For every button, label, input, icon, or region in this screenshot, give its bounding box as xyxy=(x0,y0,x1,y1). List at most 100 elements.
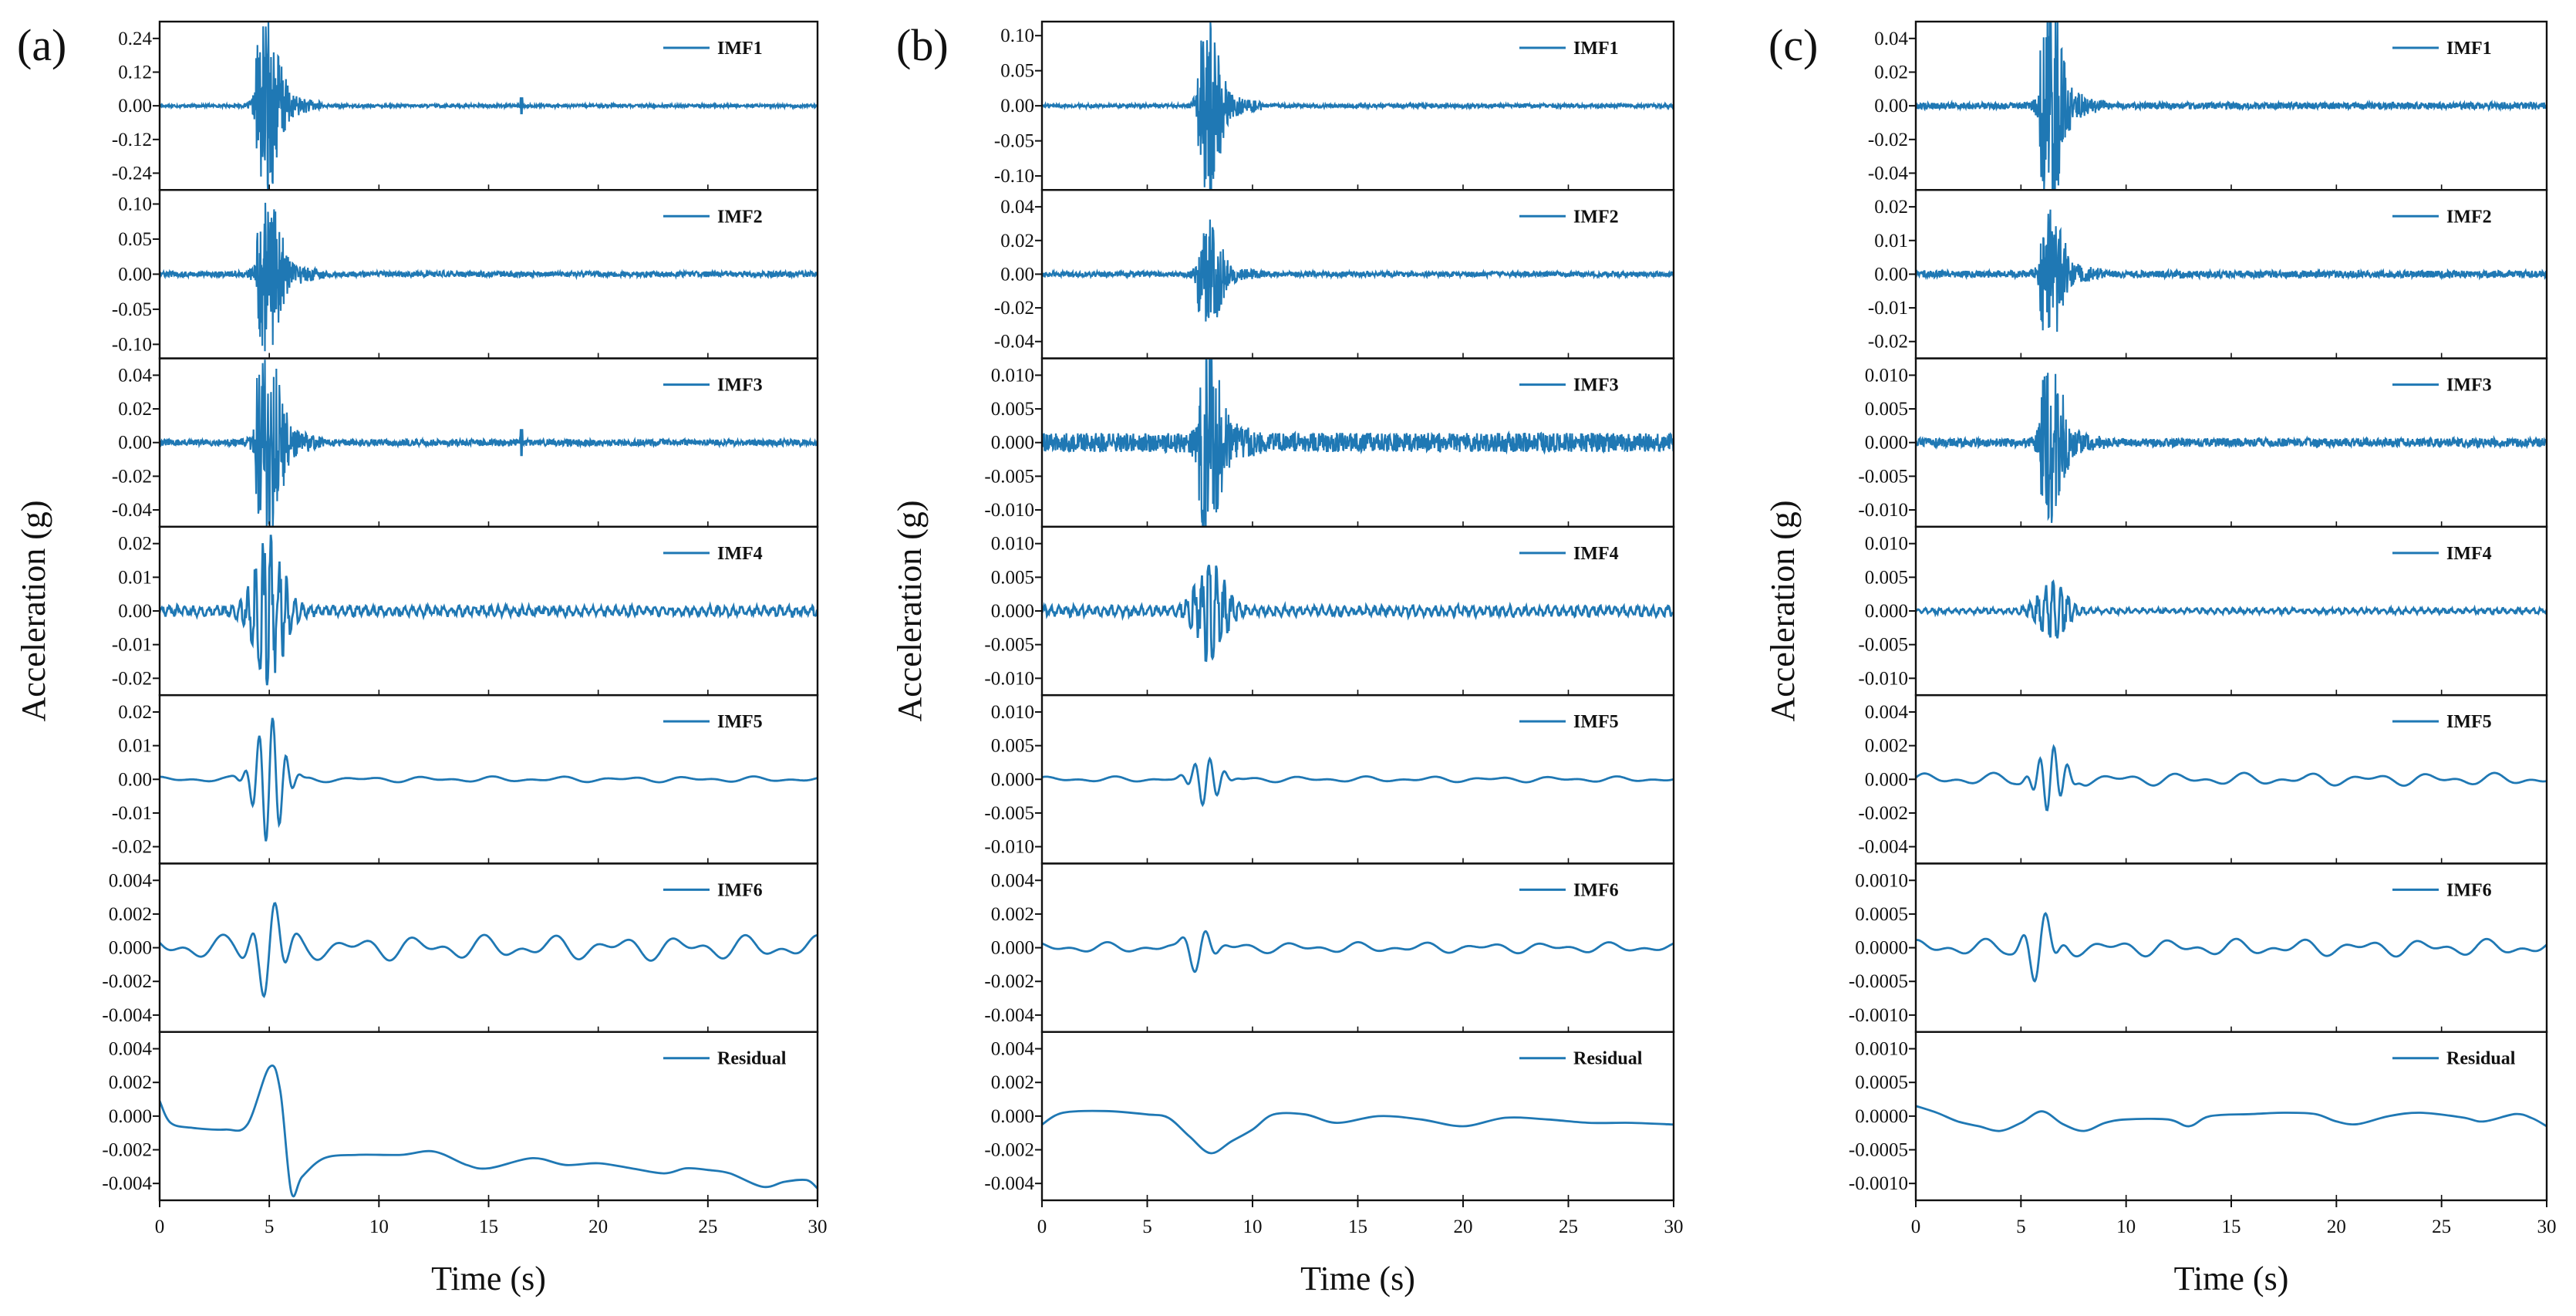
y-tick-label: 0.000 xyxy=(991,601,1034,622)
legend-label: IMF5 xyxy=(1573,712,1619,732)
y-tick-label: -0.004 xyxy=(984,1173,1034,1194)
legend-label: Residual xyxy=(717,1049,787,1069)
y-tick-label: -0.002 xyxy=(102,1140,152,1161)
series-line-imf1 xyxy=(160,22,818,191)
y-tick-label: 0.010 xyxy=(991,365,1034,386)
y-tick-label: -0.12 xyxy=(112,130,152,150)
x-tick-label: 25 xyxy=(698,1216,717,1237)
y-tick-label: -0.02 xyxy=(112,668,152,689)
legend-label: IMF2 xyxy=(717,207,763,227)
subplot-imf5: 0.004 0.002 0.000 -0.002 -0.004 IMF5 xyxy=(1858,693,2548,865)
subplot-imf3: 0.010 0.005 0.000 -0.005 -0.010 IMF3 xyxy=(1858,357,2548,528)
subplot-residual: 0.004 0.002 0.000 -0.002 -0.004 Residual xyxy=(102,1031,819,1202)
x-tick-label: 10 xyxy=(1243,1216,1263,1237)
subplot-imf1: 0.10 0.05 0.00 -0.05 -0.10 IMF1 xyxy=(994,20,1675,191)
series-line-imf2 xyxy=(1042,219,1674,322)
x-tick-label: 5 xyxy=(265,1216,275,1237)
series-line-imf6 xyxy=(1042,930,1674,974)
legend-label: IMF4 xyxy=(1573,544,1619,564)
y-tick-label: 0.00 xyxy=(118,769,152,790)
y-tick-label: -0.005 xyxy=(1858,466,1908,487)
y-tick-label: 0.0000 xyxy=(1855,1106,1908,1127)
y-tick-label: -0.002 xyxy=(984,1140,1034,1161)
y-tick-label: 0.000 xyxy=(109,938,152,959)
series-line-residual xyxy=(1042,1109,1674,1155)
series-line-imf2 xyxy=(1916,209,2547,332)
subplot-imf6: 0.0010 0.0005 0.0000 -0.0005 -0.0010 IMF6 xyxy=(1849,862,2548,1033)
subplot-imf5: 0.02 0.01 0.00 -0.01 -0.02 IMF5 xyxy=(112,693,819,865)
y-tick-label: 0.00 xyxy=(118,433,152,454)
y-tick-label: -0.04 xyxy=(1868,163,1909,184)
y-tick-label: 0.02 xyxy=(1874,62,1908,83)
x-tick-label: 20 xyxy=(588,1216,608,1237)
legend-label: IMF1 xyxy=(717,39,763,59)
y-tick-label: -0.10 xyxy=(994,166,1034,187)
y-tick-label: -0.004 xyxy=(102,1005,152,1026)
y-tick-label: 0.00 xyxy=(1000,264,1034,285)
x-tick-label: 25 xyxy=(2432,1216,2451,1237)
y-tick-label: 0.005 xyxy=(1865,399,1908,420)
legend-label: IMF6 xyxy=(1573,880,1619,900)
y-tick-label: -0.005 xyxy=(984,635,1034,656)
y-tick-label: 0.00 xyxy=(1874,96,1908,116)
y-tick-label: 0.04 xyxy=(1874,29,1908,49)
y-tick-label: 0.004 xyxy=(109,870,153,891)
y-tick-label: 0.004 xyxy=(1865,702,1909,723)
y-tick-label: -0.02 xyxy=(112,466,152,487)
y-tick-label: -0.0010 xyxy=(1849,1173,1908,1194)
y-tick-label: -0.002 xyxy=(102,971,152,992)
y-tick-label: 0.000 xyxy=(991,433,1034,454)
legend-label: IMF4 xyxy=(2446,544,2492,564)
y-tick-label: 0.0000 xyxy=(1855,938,1908,959)
y-tick-label: 0.05 xyxy=(118,229,152,250)
y-tick-label: 0.02 xyxy=(118,534,152,555)
y-tick-label: 0.010 xyxy=(1865,534,1908,555)
y-tick-label: 0.000 xyxy=(1865,433,1908,454)
y-tick-label: 0.000 xyxy=(1865,769,1908,790)
x-tick-label: 0 xyxy=(1911,1216,1921,1237)
x-tick-label: 10 xyxy=(369,1216,389,1237)
y-tick-label: 0.005 xyxy=(1865,567,1908,588)
y-tick-label: -0.02 xyxy=(112,837,152,858)
legend-label: IMF5 xyxy=(2446,712,2492,732)
series-line-imf6 xyxy=(1916,912,2547,983)
y-tick-label: 0.005 xyxy=(991,736,1034,757)
legend-label: IMF3 xyxy=(2446,376,2492,396)
legend-label: IMF1 xyxy=(2446,39,2492,59)
y-tick-label: 0.005 xyxy=(991,399,1034,420)
y-tick-label: 0.010 xyxy=(1865,365,1908,386)
series-line-imf3 xyxy=(1042,358,1674,527)
subplot-imf6: 0.004 0.002 0.000 -0.002 -0.004 IMF6 xyxy=(102,862,819,1033)
y-tick-label: 0.005 xyxy=(991,567,1034,588)
y-tick-label: -0.0005 xyxy=(1849,1140,1908,1161)
y-tick-label: -0.010 xyxy=(1858,500,1908,521)
series-line-imf1 xyxy=(1916,22,2547,191)
legend-label: IMF2 xyxy=(2446,207,2492,227)
y-tick-label: 0.000 xyxy=(991,938,1034,959)
y-tick-label: -0.010 xyxy=(984,500,1034,521)
y-tick-label: 0.000 xyxy=(991,1106,1034,1127)
panel-letter: (c) xyxy=(1768,20,1818,70)
x-tick-label: 15 xyxy=(2222,1216,2241,1237)
subplot-imf1: 0.04 0.02 0.00 -0.02 -0.04 IMF1 xyxy=(1868,20,2548,191)
legend-label: IMF3 xyxy=(1573,376,1619,396)
legend-label: IMF5 xyxy=(717,712,763,732)
y-tick-label: -0.04 xyxy=(112,500,153,521)
y-tick-label: -0.010 xyxy=(984,837,1034,858)
x-tick-label: 20 xyxy=(2327,1216,2346,1237)
x-tick-label: 30 xyxy=(1664,1216,1684,1237)
y-tick-label: 0.010 xyxy=(991,534,1034,555)
y-tick-label: -0.002 xyxy=(984,971,1034,992)
x-tick-label: 0 xyxy=(155,1216,165,1237)
y-tick-label: 0.004 xyxy=(991,1039,1035,1060)
y-tick-label: -0.02 xyxy=(1868,130,1908,150)
x-tick-label: 15 xyxy=(479,1216,498,1237)
y-tick-label: -0.01 xyxy=(1868,298,1908,319)
y-tick-label: 0.0005 xyxy=(1855,1072,1908,1093)
series-line-residual xyxy=(160,1065,818,1198)
y-tick-label: 0.12 xyxy=(118,62,152,83)
y-tick-label: -0.010 xyxy=(984,668,1034,689)
panel-c: (c) Acceleration (g) Time (s) 0 5 10 15 20 25 30 0… xyxy=(1764,20,2557,1297)
series-line-imf1 xyxy=(1042,22,1674,191)
y-tick-label: 0.04 xyxy=(1000,197,1034,218)
